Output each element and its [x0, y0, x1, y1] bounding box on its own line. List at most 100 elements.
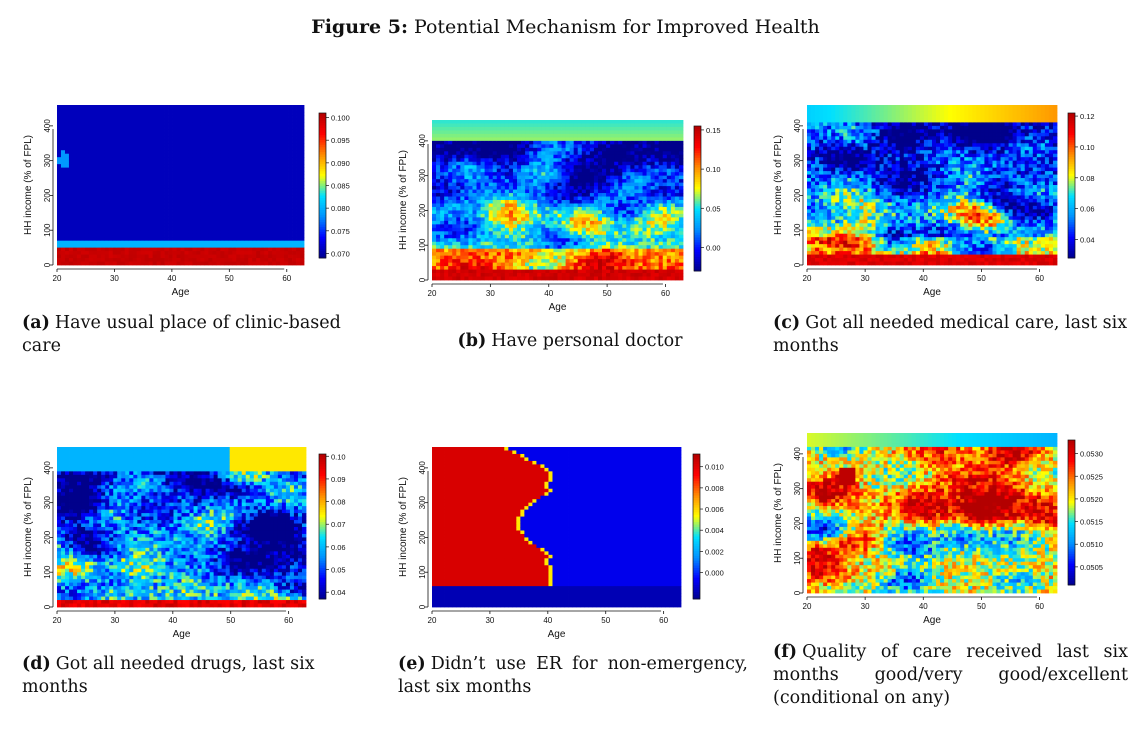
heatmap-cell — [164, 125, 169, 130]
heatmap-cell — [460, 248, 465, 253]
heatmap-cell — [529, 120, 534, 124]
heatmap-cell — [569, 220, 575, 225]
heatmap-cell — [492, 123, 498, 128]
heatmap-cell — [448, 234, 453, 239]
heatmap-cell — [296, 219, 301, 224]
heatmap-cell — [512, 234, 518, 239]
heatmap-cell — [148, 254, 154, 259]
heatmap-cell — [488, 165, 494, 170]
heatmap-cell — [208, 118, 213, 123]
heatmap-cell — [569, 238, 575, 243]
heatmap-cell — [553, 200, 558, 204]
heatmap-cell — [180, 188, 185, 193]
heatmap-cell — [508, 210, 514, 215]
heatmap-cell — [116, 244, 122, 249]
heatmap-cell — [228, 108, 233, 113]
heatmap-cell — [452, 179, 457, 184]
heatmap-cell — [476, 172, 481, 177]
heatmap-cell — [96, 240, 102, 245]
heatmap-cell — [521, 269, 526, 274]
heatmap-cell — [144, 202, 150, 207]
heatmap-cell — [597, 154, 603, 159]
heatmap-cell — [549, 189, 554, 194]
heatmap-cell — [57, 209, 62, 214]
heatmap-cell — [124, 205, 130, 210]
heatmap-cell — [573, 161, 579, 166]
heatmap-cell — [549, 168, 554, 173]
heatmap-cell — [496, 172, 502, 177]
heatmap-cell — [561, 269, 566, 274]
heatmap-cell — [152, 150, 157, 155]
heatmap-cell — [136, 105, 142, 109]
heatmap-cell — [272, 247, 277, 252]
heatmap-cell — [232, 216, 237, 221]
heatmap-cell — [176, 226, 181, 231]
heatmap-cell — [216, 219, 221, 224]
heatmap-cell — [512, 266, 518, 270]
heatmap-cell — [597, 262, 603, 267]
heatmap-cell — [557, 189, 562, 194]
heatmap-cell — [256, 105, 261, 109]
heatmap-cell — [72, 240, 78, 245]
heatmap-cell — [216, 181, 221, 186]
heatmap-cell — [602, 255, 607, 260]
heatmap-cell — [148, 132, 154, 137]
heatmap-cell — [569, 210, 575, 215]
heatmap-cell — [444, 147, 449, 152]
heatmap-cell — [104, 153, 110, 158]
heatmap-cell — [436, 227, 441, 232]
heatmap-cell — [504, 276, 510, 281]
heatmap-cell — [200, 237, 205, 242]
heatmap-cell — [88, 115, 94, 120]
heatmap-cell — [104, 202, 110, 207]
heatmap-cell — [525, 227, 530, 232]
heatmap-cell — [488, 144, 494, 149]
heatmap-cell — [444, 186, 449, 190]
heatmap-cell — [276, 139, 281, 144]
heatmap-cell — [112, 139, 118, 144]
heatmap-cell — [553, 238, 558, 243]
heatmap-cell — [240, 223, 245, 228]
heatmap-cell — [504, 147, 510, 152]
heatmap-cell — [152, 212, 157, 217]
heatmap-cell — [284, 185, 289, 189]
heatmap-cell — [156, 143, 161, 148]
heatmap-cell — [525, 231, 530, 236]
heatmap-cell — [172, 118, 177, 123]
heatmap-cell — [248, 164, 253, 169]
heatmap-cell — [272, 205, 277, 210]
heatmap-cell — [204, 209, 209, 214]
heatmap-cell — [585, 130, 591, 135]
heatmap-cell — [577, 266, 583, 270]
heatmap-cell — [216, 143, 221, 148]
heatmap-cell — [264, 118, 269, 123]
heatmap-cell — [228, 153, 233, 158]
heatmap-cell — [88, 240, 94, 245]
heatmap-cell — [128, 143, 134, 148]
heatmap-cell — [176, 188, 181, 193]
heatmap-cell — [610, 126, 615, 131]
heatmap-cell — [57, 111, 62, 116]
heatmap-cell — [476, 144, 481, 149]
heatmap-cell — [57, 261, 62, 266]
heatmap-cell — [577, 206, 583, 211]
heatmap-cell — [573, 220, 579, 225]
heatmap-cell — [108, 198, 114, 203]
heatmap-cell — [585, 255, 591, 260]
heatmap-cell — [228, 164, 233, 169]
heatmap-cell — [577, 123, 583, 128]
heatmap-cell — [120, 195, 126, 200]
heatmap-cell — [172, 146, 177, 151]
heatmap-cell — [488, 266, 494, 270]
heatmap-cell — [484, 144, 490, 149]
heatmap-cell — [168, 185, 173, 189]
heatmap-cell — [606, 224, 611, 229]
heatmap-cell — [589, 231, 595, 236]
heatmap-cell — [252, 157, 257, 162]
heatmap-cell — [589, 165, 595, 170]
heatmap-cell — [176, 251, 181, 255]
heatmap-cell — [444, 140, 449, 145]
heatmap-cell — [537, 213, 542, 218]
heatmap-cell — [252, 209, 257, 214]
